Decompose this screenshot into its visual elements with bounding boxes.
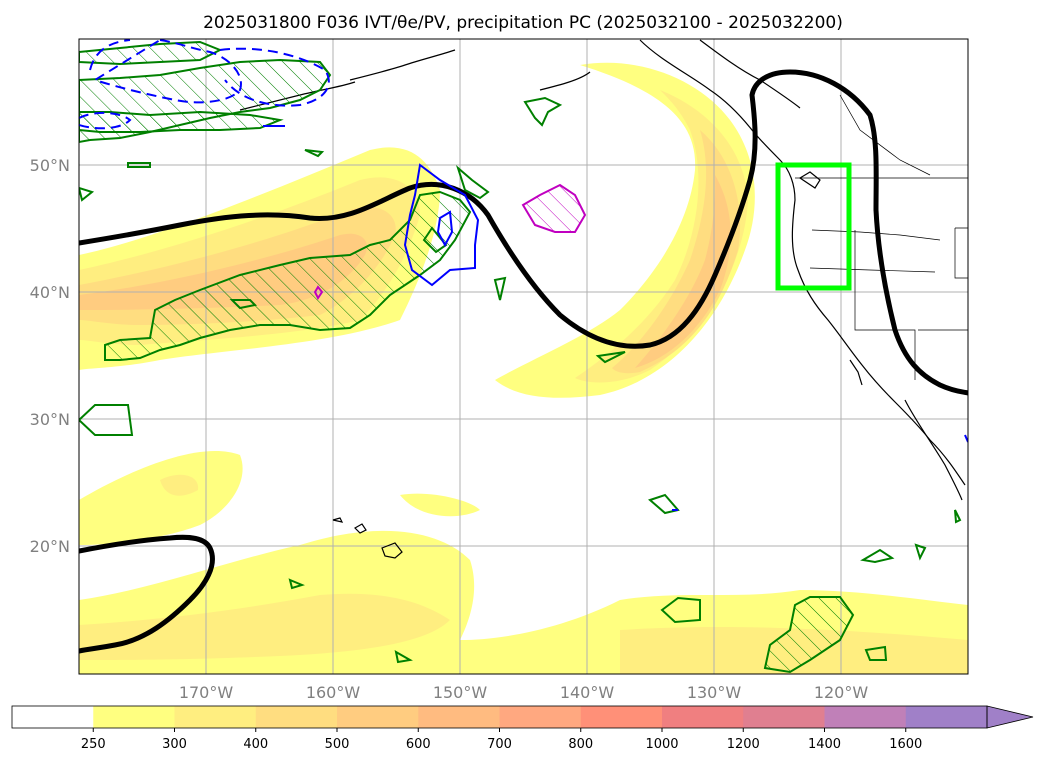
colorbar-label: 600: [406, 737, 431, 752]
colorbar-label: 500: [325, 737, 350, 752]
colorbar: 250 300 400 500 600 700 800 1000 1200 1400 1600: [11, 705, 1034, 752]
lat-label: 20°N: [30, 537, 70, 556]
pv-negative-contours: [79, 39, 968, 511]
map-title: 2025031800 F036 IVT/θe/PV, precipitation…: [203, 13, 843, 33]
colorbar-swatch: [905, 706, 988, 728]
magenta-contour: [313, 183, 587, 300]
map-frame: [78, 38, 969, 675]
colorbar-label: 700: [487, 737, 512, 752]
theta-e-contour: [79, 69, 968, 654]
longitude-labels: 170°W 160°W 150°W 140°W 130°W 120°W: [179, 683, 869, 702]
lon-label: 120°W: [814, 683, 869, 702]
colorbar-label: 1000: [645, 737, 678, 752]
colorbar-swatch: [743, 706, 825, 728]
political-borders: [795, 94, 968, 380]
precipitation-box: [775, 162, 852, 291]
lat-label: 50°N: [30, 156, 70, 175]
colorbar-label: 400: [243, 737, 268, 752]
latitude-labels: 50°N 40°N 30°N 20°N: [30, 156, 70, 556]
colorbar-label: 300: [162, 737, 187, 752]
colorbar-swatch: [824, 706, 907, 728]
lon-label: 160°W: [306, 683, 361, 702]
pv-positive-contours: [79, 40, 962, 674]
colorbar-label: 1200: [727, 737, 760, 752]
map-panel: [79, 39, 968, 674]
colorbar-swatch: [418, 706, 500, 728]
lon-label: 140°W: [560, 683, 615, 702]
colorbar-swatch: [580, 706, 663, 728]
colorbar-swatch: [499, 706, 582, 728]
colorbar-label: 800: [568, 737, 593, 752]
colorbar-swatch: [255, 706, 338, 728]
lon-label: 130°W: [687, 683, 742, 702]
colorbar-swatch: [662, 706, 744, 728]
colorbar-swatch: [93, 706, 175, 728]
lon-label: 170°W: [179, 683, 234, 702]
colorbar-swatch: [12, 706, 94, 728]
lat-label: 30°N: [30, 410, 70, 429]
colorbar-swatch: [337, 706, 419, 728]
lon-label: 150°W: [433, 683, 488, 702]
colorbar-label: 1400: [808, 737, 841, 752]
colorbar-label: 1600: [889, 737, 922, 752]
lat-label: 40°N: [30, 283, 70, 302]
colorbar-extend-arrow: [986, 705, 1034, 729]
colorbar-swatch: [174, 706, 257, 728]
colorbar-label: 250: [81, 737, 106, 752]
